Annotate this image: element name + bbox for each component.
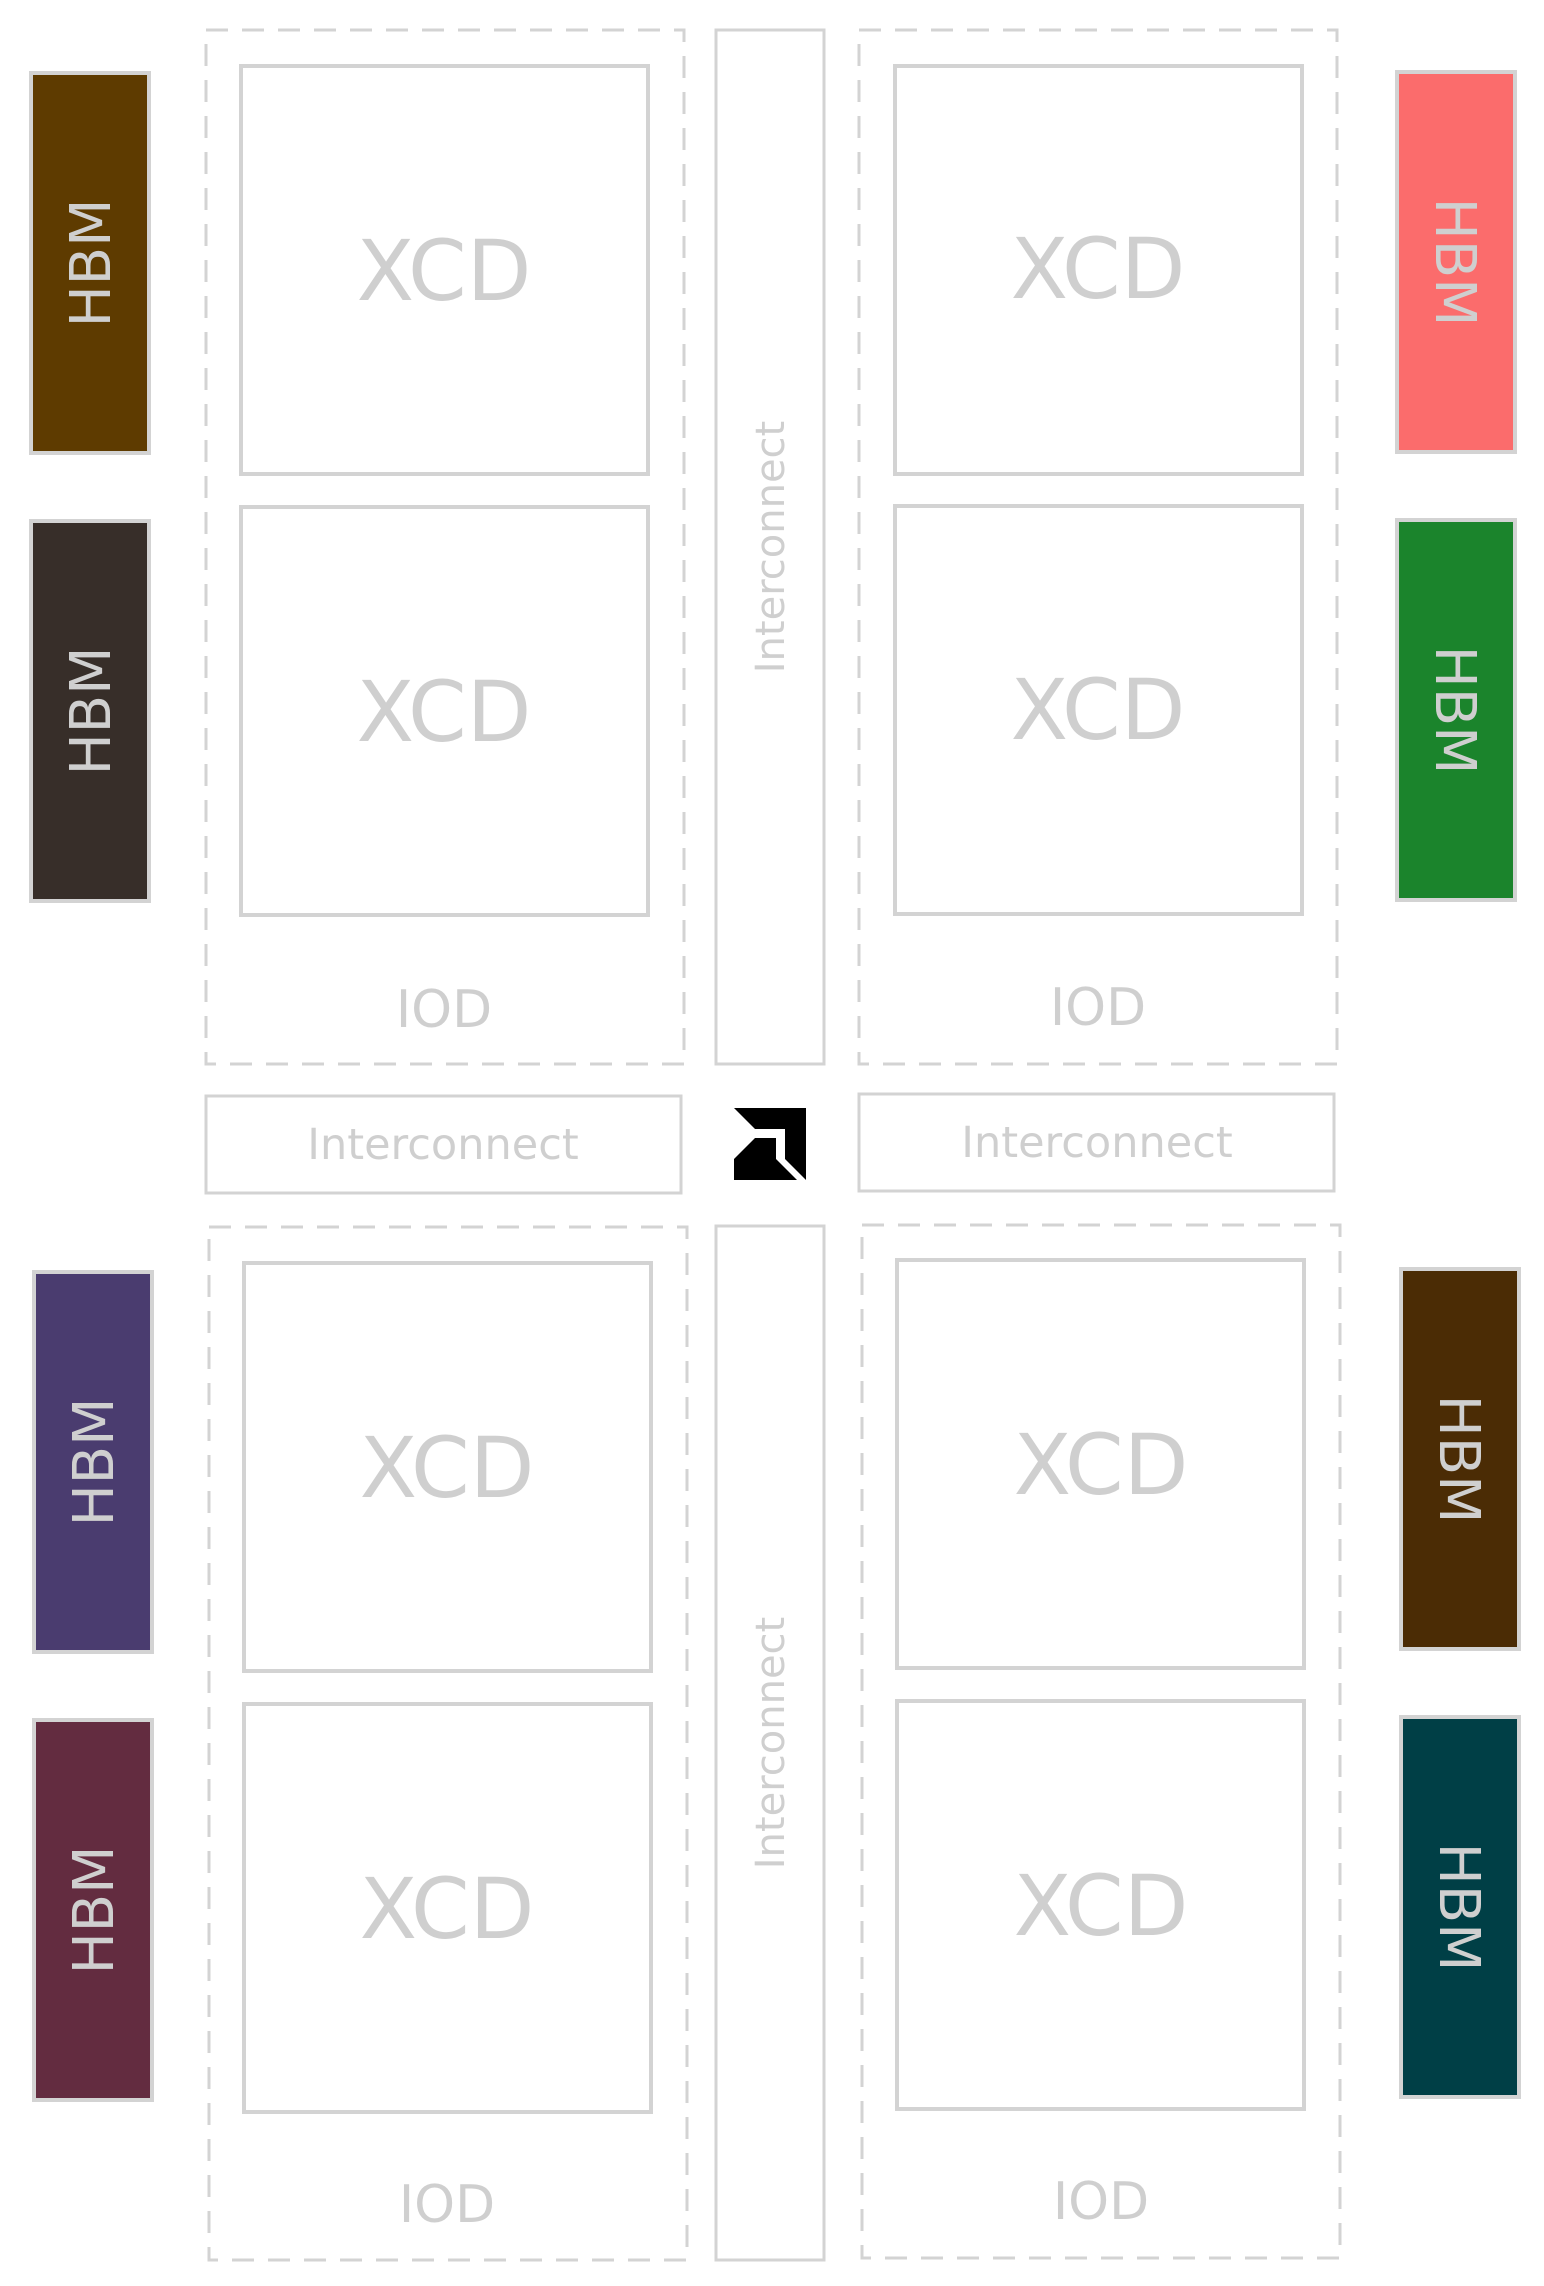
interconnect-bar — [857, 1092, 1336, 1193]
amd-logo-corner — [734, 1138, 797, 1180]
hbm-label: HBM — [62, 1846, 127, 1975]
hbm-block — [32, 1270, 154, 1654]
quadrant-bottom-left: XCD XCD IOD — [207, 1225, 689, 2262]
xcd-chiplet — [893, 504, 1304, 916]
hbm-label: HBM — [1426, 1395, 1491, 1524]
interconnect-label: Interconnect — [748, 421, 794, 673]
xcd-label: XCD — [1014, 1857, 1189, 1955]
interconnect-label: Interconnect — [961, 1118, 1232, 1168]
iod-label: IOD — [396, 980, 492, 1040]
iod-label: IOD — [1053, 2172, 1149, 2232]
xcd-label: XCD — [360, 1419, 535, 1517]
hbm-block — [1395, 518, 1517, 902]
xcd-chiplet — [895, 1258, 1306, 1670]
interconnect-label: Interconnect — [748, 1617, 794, 1869]
quadrant-bottom-right: XCD XCD IOD — [860, 1223, 1342, 2260]
hbm-label: HBM — [1422, 198, 1487, 327]
xcd-label: XCD — [1011, 220, 1186, 318]
xcd-label: XCD — [1011, 661, 1186, 759]
interconnect-vertical-top: Interconnect — [714, 28, 826, 1066]
hbm-block — [32, 1718, 154, 2102]
hbm-stack: HBM — [29, 71, 151, 455]
xcd-chiplet — [242, 1261, 653, 1673]
xcd-label: XCD — [360, 1860, 535, 1958]
amd-logo-arrow — [734, 1108, 806, 1180]
hbm-stack: HBM — [1399, 1267, 1521, 1651]
hbm-label: HBM — [62, 1398, 127, 1527]
interconnect-label: Interconnect — [307, 1120, 578, 1170]
hbm-block — [29, 519, 151, 903]
iod-die-outline — [860, 1223, 1342, 2260]
hbm-stack: HBM — [32, 1718, 154, 2102]
interconnect-bar — [714, 28, 826, 1066]
quadrant-top-right: XCD XCD IOD — [857, 28, 1339, 1066]
iod-label: IOD — [1050, 978, 1146, 1038]
interconnect-horizontal-right: Interconnect — [857, 1092, 1336, 1193]
interconnect-vertical-bottom: Interconnect — [714, 1224, 826, 2262]
xcd-label: XCD — [1014, 1416, 1189, 1514]
amd-logo-icon — [734, 1108, 806, 1180]
hbm-block — [1395, 70, 1517, 454]
xcd-chiplet — [242, 1702, 653, 2114]
xcd-chiplet — [239, 505, 650, 917]
xcd-chiplet — [893, 64, 1304, 476]
hbm-block — [29, 71, 151, 455]
xcd-label: XCD — [357, 222, 532, 320]
iod-die-outline — [207, 1225, 689, 2262]
hbm-block — [1399, 1715, 1521, 2099]
interconnect-bar — [204, 1094, 683, 1195]
interconnect-horizontal-left: Interconnect — [204, 1094, 683, 1195]
hbm-label: HBM — [59, 199, 124, 328]
xcd-chiplet — [239, 64, 650, 476]
xcd-label: XCD — [357, 663, 532, 761]
hbm-label: HBM — [1426, 1843, 1491, 1972]
xcd-chiplet — [895, 1699, 1306, 2111]
hbm-block — [1399, 1267, 1521, 1651]
hbm-label: HBM — [59, 647, 124, 776]
iod-label: IOD — [399, 2175, 495, 2235]
quadrant-top-left: XCD XCD IOD — [204, 28, 686, 1066]
hbm-stack: HBM — [1399, 1715, 1521, 2099]
hbm-stack: HBM — [29, 519, 151, 903]
hbm-stack: HBM — [1395, 70, 1517, 454]
interconnect-bar — [714, 1224, 826, 2262]
hbm-stack: HBM — [32, 1270, 154, 1654]
hbm-label: HBM — [1422, 646, 1487, 775]
hbm-stack: HBM — [1395, 518, 1517, 902]
